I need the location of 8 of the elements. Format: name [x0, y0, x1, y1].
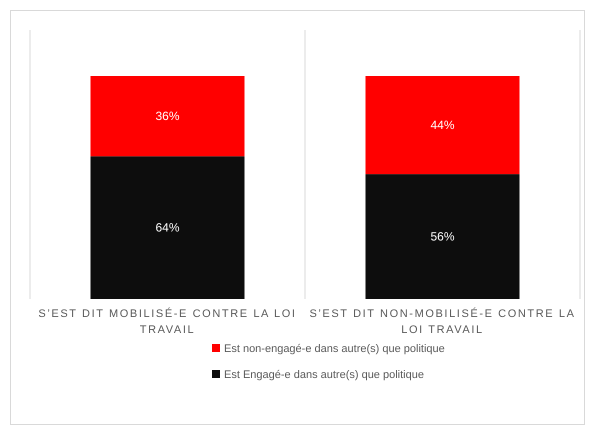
- data-label: 36%: [155, 109, 180, 124]
- data-label: 56%: [430, 230, 455, 244]
- x-tick-label: S’EST DIT MOBILISÉ-E CONTRE LA LOI TRAVAIL: [38, 307, 297, 336]
- x-tick-label: S’EST DIT NON-MOBILISÉ-E CONTRE LA LOI TRAVAIL: [309, 307, 576, 336]
- data-label: 64%: [155, 220, 180, 235]
- legend-label: Est non-engagé-e dans autre(s) que politique: [224, 343, 445, 355]
- data-label: 44%: [430, 118, 455, 132]
- legend-label: Est Engagé-e dans autre(s) que politique: [224, 369, 424, 381]
